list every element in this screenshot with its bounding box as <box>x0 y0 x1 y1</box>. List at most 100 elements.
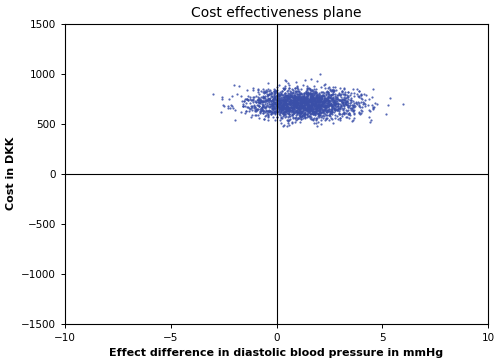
Point <box>282 92 290 98</box>
Point <box>286 102 294 107</box>
Point <box>250 94 258 100</box>
Point <box>314 103 322 109</box>
Point <box>297 114 305 120</box>
Point <box>316 110 324 116</box>
Point <box>338 99 345 105</box>
Point <box>286 94 294 100</box>
Point <box>298 113 306 119</box>
Point <box>318 102 326 108</box>
Point <box>280 98 287 104</box>
Point <box>276 104 284 110</box>
Point <box>324 89 332 95</box>
Point <box>291 90 299 96</box>
Point <box>226 102 234 108</box>
Point <box>292 94 300 100</box>
Point <box>308 116 316 122</box>
Point <box>314 93 322 99</box>
Point <box>282 102 290 107</box>
Point <box>306 95 314 101</box>
Point <box>301 114 309 120</box>
Point <box>239 102 247 107</box>
Point <box>293 95 301 101</box>
Point <box>281 97 289 103</box>
Point <box>312 107 320 113</box>
Point <box>358 96 366 102</box>
Point <box>311 88 319 94</box>
Point <box>282 99 290 105</box>
Point <box>336 106 344 112</box>
Point <box>264 92 272 98</box>
Point <box>304 101 312 107</box>
Point <box>330 120 338 126</box>
Point <box>280 105 288 111</box>
Point <box>343 98 351 104</box>
Point <box>361 97 369 103</box>
Point <box>303 112 311 118</box>
Point <box>292 104 300 110</box>
Point <box>316 104 324 110</box>
Point <box>322 108 330 114</box>
Point <box>254 86 262 92</box>
Point <box>300 111 308 116</box>
Point <box>262 107 270 113</box>
Point <box>288 119 296 124</box>
Point <box>260 95 268 100</box>
Point <box>329 88 337 94</box>
Point <box>322 102 330 108</box>
Point <box>312 86 320 92</box>
Point <box>297 105 305 111</box>
Point <box>302 100 310 106</box>
Point <box>305 109 313 115</box>
Point <box>290 98 298 104</box>
Point <box>299 103 307 108</box>
Point <box>293 99 301 104</box>
Point <box>344 94 351 100</box>
Point <box>303 90 311 96</box>
Point <box>272 98 280 103</box>
Point <box>286 101 294 107</box>
Point <box>334 105 342 111</box>
Point <box>300 99 308 105</box>
Point <box>338 111 346 117</box>
Point <box>315 102 323 107</box>
Point <box>292 101 300 107</box>
Point <box>324 102 332 108</box>
Point <box>316 101 324 107</box>
Point <box>266 96 274 102</box>
Point <box>316 97 324 103</box>
Point <box>269 96 277 102</box>
Point <box>283 93 291 99</box>
Point <box>332 94 340 100</box>
Point <box>280 113 287 119</box>
Point <box>297 101 305 107</box>
Point <box>311 98 319 104</box>
Point <box>303 100 311 106</box>
Point <box>296 95 304 101</box>
Point <box>256 99 264 104</box>
Point <box>330 102 338 107</box>
Point <box>287 101 295 107</box>
Point <box>248 103 256 109</box>
Point <box>266 96 274 102</box>
Point <box>301 77 309 83</box>
Point <box>338 113 346 119</box>
Point <box>282 113 290 119</box>
Point <box>270 107 278 112</box>
Point <box>312 99 320 105</box>
Point <box>290 105 298 111</box>
Point <box>357 95 365 101</box>
Point <box>295 109 303 115</box>
Point <box>312 96 320 102</box>
Point <box>269 97 277 103</box>
Point <box>307 100 315 106</box>
Point <box>282 102 290 107</box>
Point <box>358 101 366 107</box>
Point <box>300 112 308 118</box>
Point <box>293 104 301 110</box>
Point <box>280 94 288 100</box>
Point <box>300 110 308 116</box>
Point <box>290 106 298 112</box>
Point <box>278 95 286 101</box>
Point <box>277 120 285 126</box>
Point <box>291 96 299 102</box>
